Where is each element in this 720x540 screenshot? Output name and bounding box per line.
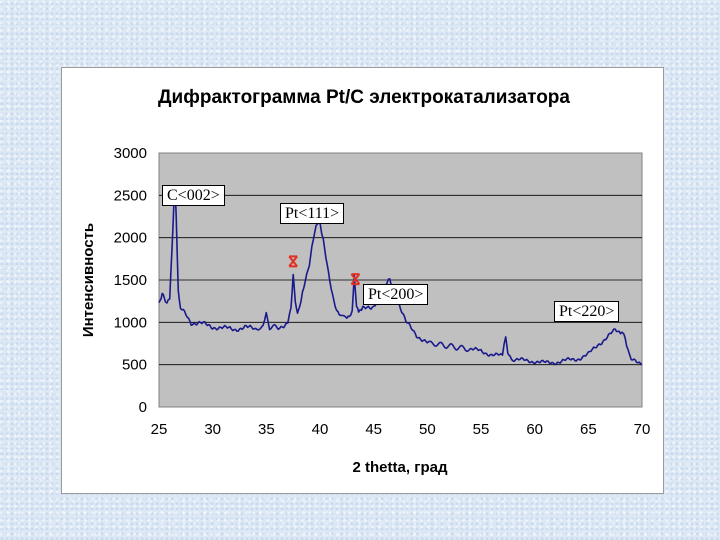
y-tick-500: 500 bbox=[122, 357, 147, 374]
x-tick-labels: 25 30 35 40 45 50 55 60 65 70 bbox=[151, 421, 651, 438]
x-axis-title: 2 thetta, град bbox=[353, 459, 448, 476]
chart-title: Дифрактограмма Pt/C электрокатализатора bbox=[158, 87, 570, 108]
y-tick-1000: 1000 bbox=[114, 314, 147, 331]
annotation-c002: C<002> bbox=[162, 185, 225, 206]
x-tick-50: 50 bbox=[419, 421, 436, 438]
x-tick-40: 40 bbox=[312, 421, 329, 438]
y-tick-2500: 2500 bbox=[114, 187, 147, 204]
peak-marker-2 bbox=[350, 273, 361, 286]
peak-markers bbox=[288, 255, 361, 286]
x-tick-65: 65 bbox=[580, 421, 597, 438]
x-tick-45: 45 bbox=[365, 421, 382, 438]
x-tick-70: 70 bbox=[634, 421, 651, 438]
annotation-pt200: Pt<200> bbox=[363, 284, 429, 305]
chart-svg: Дифрактограмма Pt/C электрокатализатора … bbox=[80, 87, 651, 476]
y-tick-labels: 0 500 1000 1500 2000 2500 3000 bbox=[114, 145, 147, 416]
x-tick-55: 55 bbox=[473, 421, 490, 438]
peak-marker-1 bbox=[288, 255, 298, 268]
y-tick-1500: 1500 bbox=[114, 272, 147, 289]
y-axis-title: Интенсивность bbox=[80, 223, 97, 337]
y-tick-2000: 2000 bbox=[114, 230, 147, 247]
chart-panel: Дифрактограмма Pt/C электрокатализатора … bbox=[61, 67, 664, 494]
y-tick-0: 0 bbox=[139, 399, 147, 416]
x-tick-30: 30 bbox=[204, 421, 221, 438]
x-tick-35: 35 bbox=[258, 421, 275, 438]
gridlines bbox=[159, 194, 642, 366]
annotation-pt220: Pt<220> bbox=[554, 301, 620, 322]
y-tick-3000: 3000 bbox=[114, 145, 147, 162]
annotation-pt111: Pt<111> bbox=[280, 203, 345, 224]
x-tick-60: 60 bbox=[526, 421, 543, 438]
x-tick-25: 25 bbox=[151, 421, 168, 438]
